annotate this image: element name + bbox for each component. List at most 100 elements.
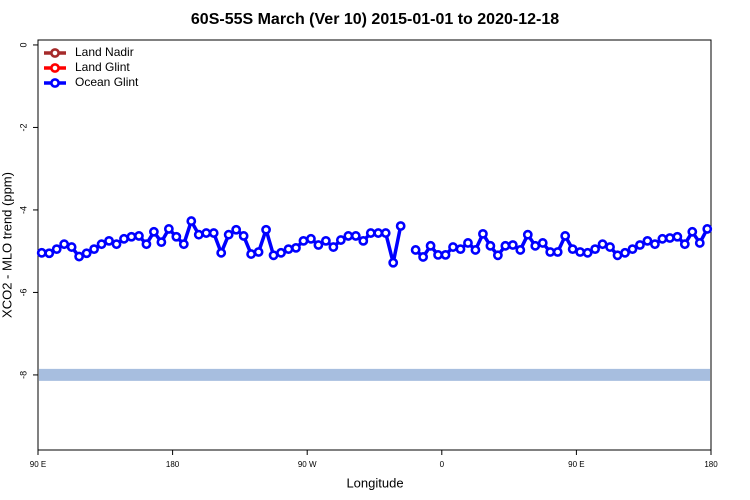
- data-point: [291, 242, 301, 253]
- data-point: [448, 242, 458, 252]
- data-point: [560, 231, 571, 241]
- data-point: [380, 228, 391, 238]
- data-point: [567, 244, 578, 255]
- data-point: [642, 235, 653, 246]
- data-point: [268, 250, 279, 261]
- data-point: [231, 224, 242, 235]
- y-tick-label: 0: [18, 42, 28, 47]
- data-point: [463, 238, 473, 248]
- data-point: [440, 249, 451, 260]
- data-point: [306, 233, 316, 244]
- data-point: [605, 242, 615, 252]
- data-point: [44, 248, 55, 259]
- data-point: [74, 251, 85, 262]
- data-point: [320, 235, 331, 246]
- legend-swatch-point: [50, 48, 60, 58]
- data-point: [276, 247, 286, 258]
- data-point: [478, 228, 488, 239]
- data-point: [171, 231, 182, 242]
- data-point: [59, 239, 70, 250]
- data-point: [575, 247, 586, 257]
- data-point: [657, 233, 668, 244]
- data-point: [500, 240, 511, 251]
- y-tick-label: -2: [18, 123, 28, 131]
- data-point: [111, 239, 122, 250]
- y-axis-label: XCO2 - MLO trend (ppm): [0, 172, 14, 318]
- data-point: [141, 239, 152, 250]
- x-tick-label: 180: [704, 460, 718, 469]
- data-point: [687, 226, 698, 237]
- data-point: [89, 244, 99, 255]
- x-axis-label: Longitude: [346, 475, 403, 490]
- data-point: [358, 235, 369, 246]
- x-tick-label: 90 E: [30, 460, 46, 469]
- data-point: [612, 250, 623, 261]
- data-point: [664, 233, 675, 243]
- data-point: [253, 247, 264, 257]
- data-point: [313, 240, 324, 250]
- data-point: [545, 247, 556, 257]
- data-point: [216, 247, 227, 258]
- data-point: [343, 231, 354, 241]
- data-point: [208, 228, 219, 238]
- data-point: [238, 231, 249, 241]
- data-point: [672, 231, 683, 242]
- data-point: [134, 231, 144, 241]
- data-point: [119, 233, 129, 244]
- y-tick-label: -6: [18, 288, 28, 296]
- data-point: [485, 240, 496, 251]
- chart-title: 60S-55S March (Ver 10) 2015-01-01 to 202…: [191, 11, 559, 28]
- data-point: [104, 235, 114, 246]
- data-point: [163, 224, 174, 234]
- x-tick-label: 90 W: [298, 460, 317, 469]
- data-point: [590, 244, 600, 255]
- data-point: [186, 216, 197, 226]
- data-point: [246, 249, 257, 259]
- x-tick-label: 90 E: [568, 460, 584, 469]
- data-point: [388, 257, 399, 268]
- x-tick-label: 0: [440, 460, 445, 469]
- data-point: [425, 240, 436, 251]
- legend-label: Land Glint: [75, 60, 130, 74]
- data-point: [679, 239, 690, 250]
- data-point: [223, 229, 234, 240]
- data-point: [492, 250, 503, 261]
- data-point: [149, 226, 159, 237]
- data-point: [36, 247, 47, 258]
- data-point: [702, 224, 713, 234]
- data-point: [201, 228, 212, 238]
- data-point: [298, 235, 309, 246]
- legend-label: Ocean Glint: [75, 75, 139, 89]
- data-point: [328, 242, 339, 252]
- data-point: [261, 224, 271, 235]
- y-tick-label: -8: [18, 371, 28, 379]
- y-tick-label: -4: [18, 206, 28, 214]
- legend-swatch-point: [50, 78, 60, 88]
- data-point: [537, 238, 548, 248]
- data-point: [620, 247, 630, 258]
- data-point: [283, 244, 294, 255]
- data-point: [694, 238, 705, 248]
- data-point: [335, 235, 346, 245]
- data-point: [51, 244, 62, 255]
- data-point: [410, 245, 421, 255]
- data-point: [530, 240, 541, 251]
- data-point: [515, 245, 526, 255]
- data-point: [126, 231, 137, 242]
- data-point: [193, 229, 204, 240]
- data-point: [373, 228, 384, 238]
- legend-swatch-point: [50, 63, 60, 73]
- data-point: [66, 242, 77, 252]
- data-point: [582, 247, 593, 258]
- legend-label: Land Nadir: [75, 45, 134, 59]
- data-point: [507, 240, 518, 250]
- data-point: [635, 240, 645, 250]
- data-point: [650, 239, 660, 250]
- data-point: [178, 239, 189, 250]
- plot-frame: [37, 39, 712, 451]
- data-point: [365, 228, 376, 238]
- data-point: [627, 244, 638, 255]
- data-point: [418, 252, 429, 262]
- x-tick-label: 180: [166, 460, 180, 469]
